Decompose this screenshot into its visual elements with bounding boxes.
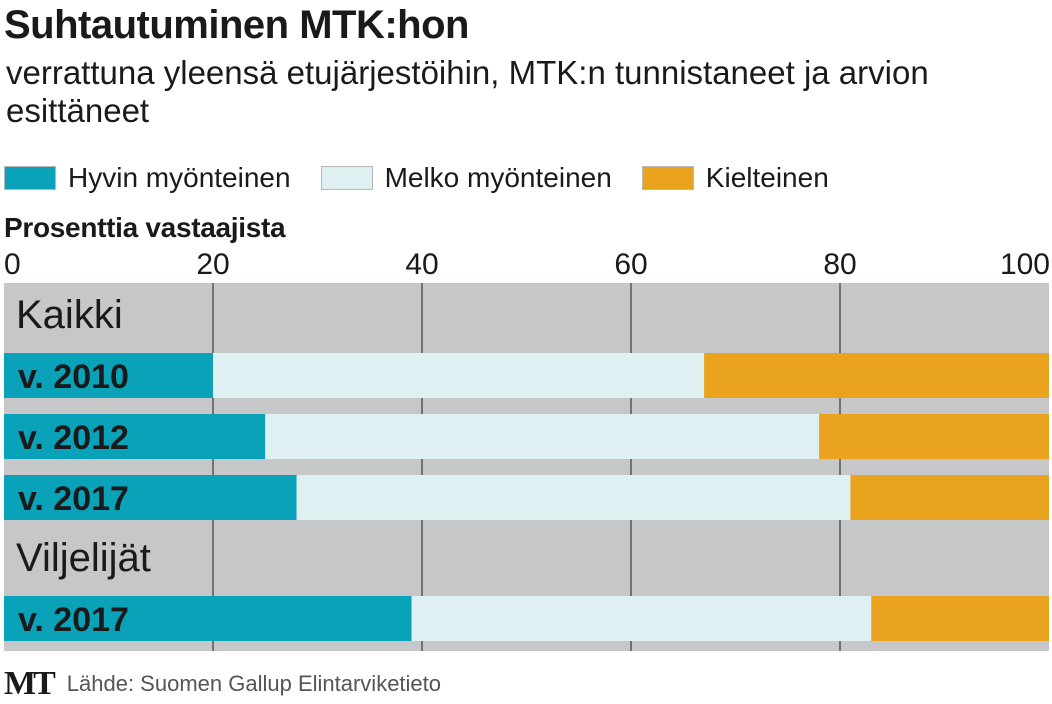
- legend-item-hyvin-myonteinen: Hyvin myönteinen: [4, 162, 291, 194]
- bar-segment-kaikki-v-2010-hyvin-myonteinen: [4, 353, 213, 398]
- bar-segment-kaikki-v-2012-hyvin-myonteinen: [4, 414, 266, 459]
- legend: Hyvin myönteinen Melko myönteinen Kielte…: [4, 160, 859, 196]
- footer: MT Lähde: Suomen Gallup Elintarviketieto: [4, 664, 441, 704]
- plot-background: [4, 283, 1049, 651]
- bar-segment-viljelijat-v-2017-melko-myonteinen: [411, 596, 872, 641]
- x-tick-label: 20: [196, 248, 229, 281]
- row-label: v. 2012: [18, 419, 129, 457]
- bar-segment-kaikki-v-2017-kielteinen: [850, 475, 1049, 520]
- row-label: v. 2017: [18, 480, 129, 518]
- bar-segment-viljelijat-v-2017-kielteinen: [871, 596, 1049, 641]
- bar-segment-kaikki-v-2017-melko-myonteinen: [296, 475, 851, 520]
- legend-item-kielteinen: Kielteinen: [641, 162, 829, 194]
- bar-segment-kaikki-v-2010-kielteinen: [704, 353, 1049, 398]
- chart-title: Suhtautuminen MTK:hon: [4, 3, 469, 47]
- mt-logo: MT: [4, 665, 56, 702]
- x-tick-label: 80: [823, 248, 856, 281]
- legend-label-kielteinen: Kielteinen: [705, 162, 829, 193]
- source-text: Lähde: Suomen Gallup Elintarviketieto: [66, 671, 442, 696]
- bar-segment-kaikki-v-2010-melko-myonteinen: [213, 353, 705, 398]
- x-axis-label: Prosenttia vastaajista: [4, 212, 286, 243]
- bar-segment-kaikki-v-2017-hyvin-myonteinen: [4, 475, 297, 520]
- bar-segment-kaikki-v-2012-melko-myonteinen: [265, 414, 820, 459]
- chart-subtitle: verrattuna yleensä etujärjestöihin, MTK:…: [6, 54, 929, 129]
- group-label-kaikki: Kaikki: [16, 293, 123, 337]
- legend-swatch-kielteinen: [641, 166, 694, 190]
- legend-item-melko-myonteinen: Melko myönteinen: [320, 162, 612, 194]
- row-label: v. 2017: [18, 601, 129, 639]
- x-tick-label: 0: [4, 248, 21, 281]
- x-tick-label: 100: [1000, 248, 1050, 281]
- x-tick-label: 60: [614, 248, 647, 281]
- legend-swatch-hyvin-myonteinen: [4, 166, 56, 190]
- stacked-bar-chart: 0 20 40 60 80 100 Kaikki v. 2010 v. 2012 v. 2017 V…: [4, 248, 1050, 651]
- legend-label-melko-myonteinen: Melko myönteinen: [384, 162, 612, 193]
- bar-segment-viljelijat-v-2017-hyvin-myonteinen: [4, 596, 412, 641]
- legend-label-hyvin-myonteinen: Hyvin myönteinen: [68, 162, 291, 193]
- row-label: v. 2010: [18, 358, 129, 396]
- x-tick-label: 40: [405, 248, 438, 281]
- bar-segment-kaikki-v-2012-kielteinen: [819, 414, 1049, 459]
- legend-swatch-melko-myonteinen: [320, 166, 373, 190]
- group-label-viljelijat: Viljelijät: [16, 536, 151, 580]
